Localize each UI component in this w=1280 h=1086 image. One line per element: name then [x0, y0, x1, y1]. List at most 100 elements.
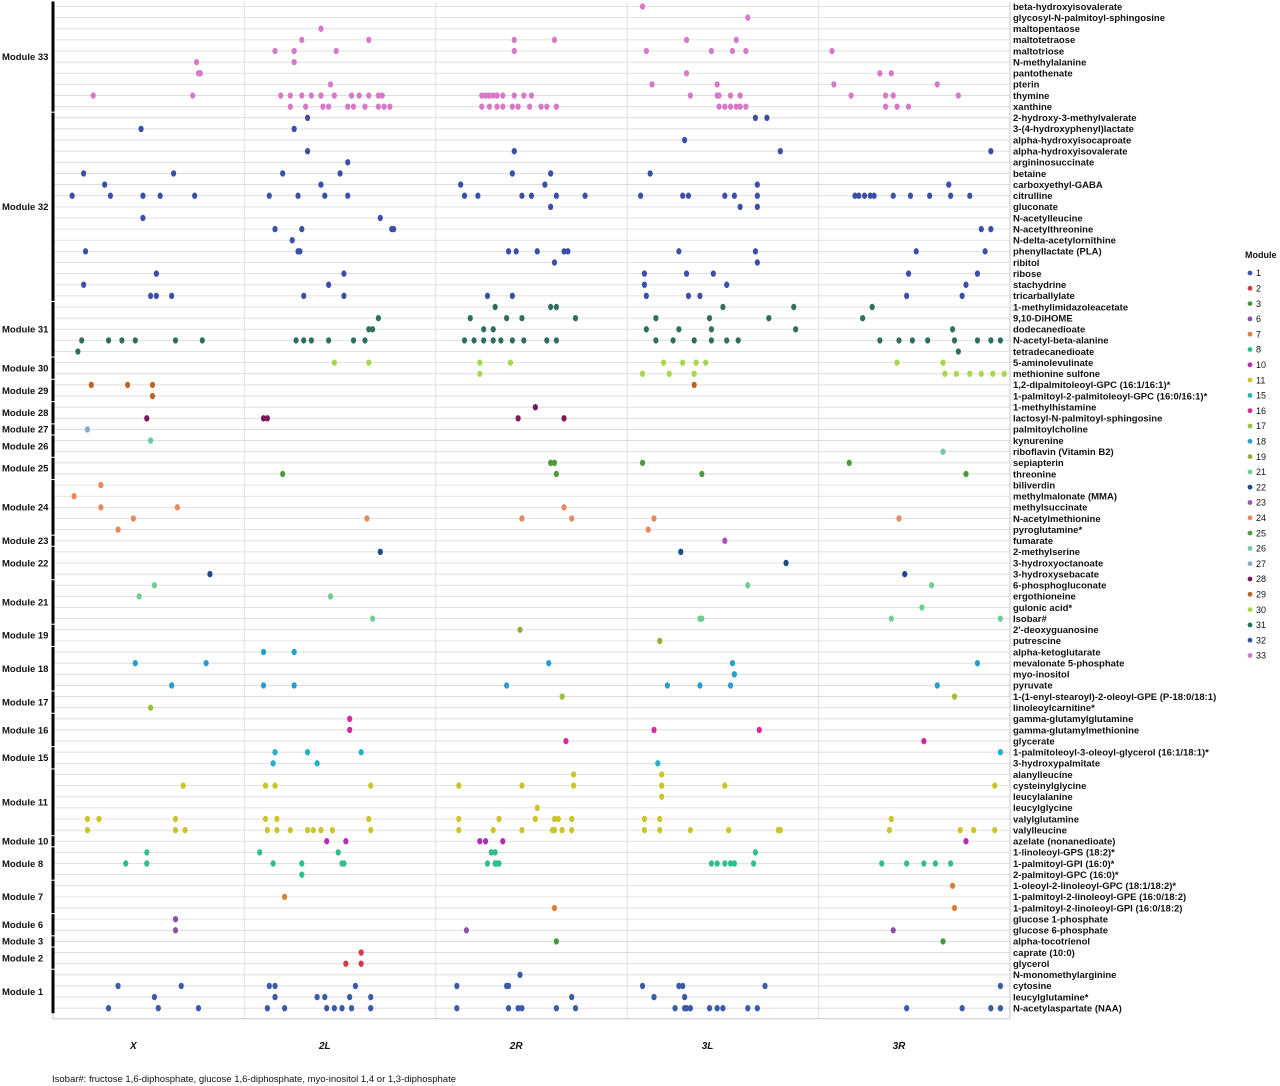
- metabolite-label: 1-linoleoyl-GPS (18:2)*: [1013, 848, 1115, 859]
- data-point: [754, 259, 760, 266]
- metabolite-label: 9,10-DiHOME: [1013, 313, 1073, 324]
- data-point: [532, 815, 538, 823]
- data-point: [720, 303, 726, 311]
- data-point: [687, 1005, 693, 1012]
- data-point: [341, 292, 347, 300]
- data-point: [331, 92, 337, 99]
- metabolite-label: 3-hydroxyoctanoate: [1013, 558, 1103, 569]
- data-point: [745, 1005, 751, 1012]
- data-point: [500, 838, 506, 845]
- legend-swatch: [1247, 576, 1253, 582]
- data-point: [532, 403, 538, 411]
- data-point: [479, 103, 485, 110]
- metabolite-label: 1,2-dipalmitoleoyl-GPC (16:1/16:1)*: [1013, 380, 1171, 391]
- data-point: [639, 459, 646, 467]
- data-point: [653, 337, 659, 344]
- data-point: [526, 103, 533, 110]
- data-point: [670, 337, 676, 344]
- data-point: [515, 103, 521, 110]
- data-point: [299, 860, 305, 867]
- metabolite-label: maltotriose: [1013, 46, 1064, 57]
- data-point: [731, 860, 737, 867]
- chromosome-label: 3R: [893, 1041, 907, 1052]
- data-point: [544, 103, 550, 110]
- metabolite-label: gluconate: [1013, 202, 1058, 213]
- module-legend: Module1236781011151617181921222324252627…: [1245, 250, 1277, 661]
- metabolite-label: maltotetraose: [1013, 35, 1075, 46]
- data-point: [151, 993, 158, 1001]
- data-point: [639, 982, 646, 990]
- data-point: [331, 359, 337, 366]
- data-point: [490, 337, 496, 344]
- data-point: [366, 359, 372, 366]
- data-point: [197, 70, 203, 77]
- data-point: [919, 604, 925, 611]
- data-point: [479, 92, 485, 99]
- metabolite-label: betaine: [1013, 169, 1046, 180]
- data-point: [291, 648, 297, 656]
- data-point: [971, 826, 977, 834]
- data-point: [905, 270, 912, 277]
- data-point: [676, 326, 682, 333]
- data-point: [331, 1005, 337, 1012]
- data-point: [500, 103, 506, 110]
- data-point: [335, 849, 341, 856]
- metabolite-label: tetradecanedioate: [1013, 347, 1094, 358]
- legend-swatch: [1247, 607, 1253, 612]
- data-point: [637, 192, 644, 199]
- data-point: [350, 103, 357, 110]
- legend-label: 31: [1256, 620, 1266, 630]
- data-point: [680, 359, 686, 366]
- data-point: [356, 92, 362, 99]
- data-point: [907, 192, 914, 199]
- data-point: [548, 459, 554, 467]
- data-point: [69, 192, 75, 199]
- data-point: [714, 860, 720, 867]
- data-point: [561, 504, 567, 511]
- data-point: [553, 938, 559, 945]
- metabolite-label: alpha-hydroxyisocaproate: [1013, 135, 1131, 146]
- data-point: [511, 147, 517, 155]
- data-point: [287, 826, 293, 834]
- data-point: [559, 826, 565, 834]
- data-point: [777, 826, 783, 834]
- data-point: [649, 81, 655, 88]
- data-point: [726, 826, 732, 834]
- module-label: Module 6: [2, 920, 43, 931]
- legend-swatch: [1247, 316, 1253, 322]
- data-point: [793, 326, 799, 333]
- data-point: [368, 782, 374, 789]
- data-point: [904, 860, 910, 867]
- data-point: [896, 515, 902, 522]
- data-point: [347, 993, 353, 1001]
- data-point: [519, 314, 525, 322]
- data-point: [925, 337, 931, 344]
- data-point: [326, 281, 332, 288]
- data-point: [270, 760, 276, 767]
- data-point: [264, 826, 270, 834]
- data-point: [148, 437, 154, 444]
- legend-swatch: [1247, 546, 1253, 551]
- data-point: [180, 782, 186, 789]
- metabolite-label: 1-palmitoyl-2-palmitoleoyl-GPC (16:0/16:…: [1013, 391, 1208, 402]
- data-point: [643, 326, 649, 333]
- chromosome-label: X: [129, 1041, 138, 1052]
- data-point: [963, 838, 969, 845]
- data-point: [754, 1005, 760, 1012]
- data-point: [517, 626, 523, 633]
- data-point: [486, 103, 492, 110]
- data-point: [272, 993, 278, 1001]
- data-point: [144, 415, 150, 422]
- legend-swatch: [1247, 393, 1253, 398]
- metabolite-label: linoleoylcarnitine*: [1013, 703, 1095, 714]
- data-point: [691, 370, 697, 377]
- data-point: [454, 1005, 460, 1012]
- legend-swatch: [1247, 377, 1253, 383]
- data-point: [366, 92, 372, 99]
- data-point: [546, 659, 552, 667]
- metabolite-label: N-acetyl-beta-alanine: [1013, 336, 1109, 347]
- legend-label: 29: [1256, 590, 1266, 600]
- data-point: [1001, 370, 1007, 377]
- data-point: [333, 47, 339, 55]
- module-label: Module 28: [2, 408, 48, 419]
